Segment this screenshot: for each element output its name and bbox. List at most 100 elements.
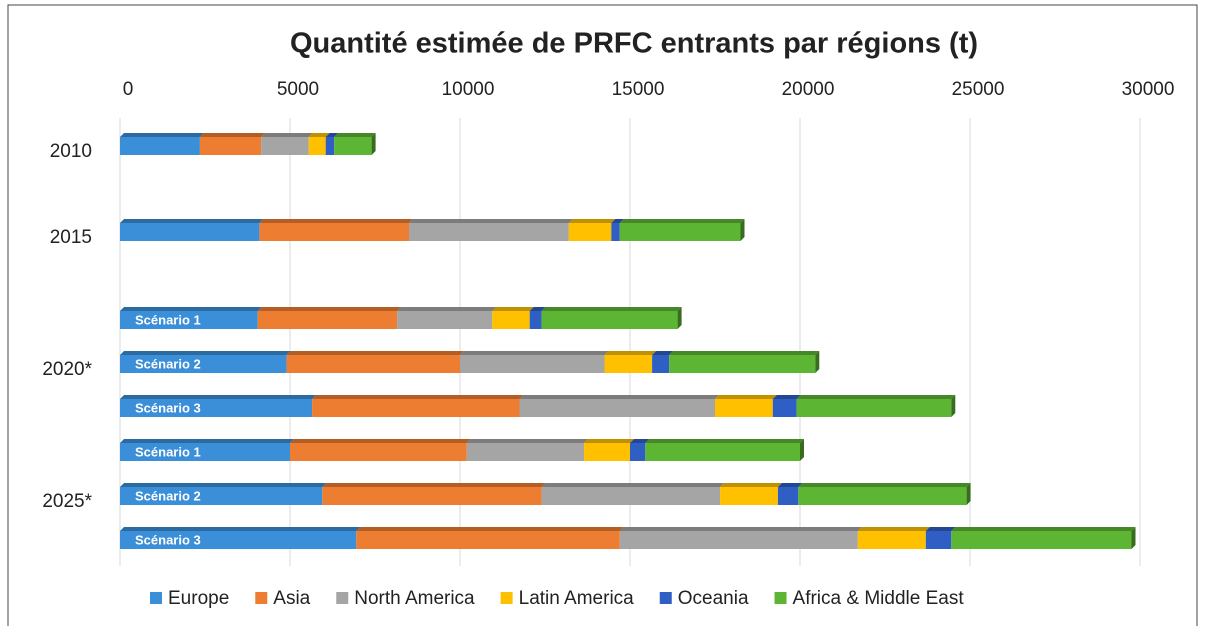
bar-face	[120, 137, 200, 155]
bar-top	[120, 439, 294, 443]
bar-face	[541, 311, 678, 329]
bar-label: Scénario 2	[135, 488, 201, 503]
bar-face	[645, 443, 800, 461]
bar-top	[308, 133, 330, 137]
bar-segment	[798, 483, 971, 505]
bar-face	[798, 487, 967, 505]
bar-top	[857, 527, 930, 531]
legend-swatch	[774, 592, 787, 604]
bar-top	[286, 351, 464, 355]
bar-segment	[356, 527, 624, 549]
chart-title: Quantité estimée de PRFC entrants par ré…	[290, 28, 978, 60]
bar-top	[584, 439, 634, 443]
bar-top	[652, 351, 674, 355]
bar-top	[259, 219, 413, 223]
legend-label: Asia	[273, 588, 310, 609]
bar-face	[397, 311, 493, 329]
bar-top	[529, 307, 546, 311]
bar-top	[120, 395, 317, 399]
bar-top	[120, 527, 361, 531]
bar-face	[611, 223, 620, 241]
bar-top	[334, 133, 376, 137]
legend-label: North America	[354, 588, 475, 609]
bar-segment	[857, 527, 930, 549]
group-label: 2020*	[42, 359, 92, 380]
group-label: 2015	[50, 227, 92, 248]
legend-label: Europe	[168, 588, 229, 609]
bar-face	[286, 355, 460, 373]
bar-top	[604, 351, 657, 355]
bar-top	[925, 527, 956, 531]
x-tick-label: 5000	[277, 79, 319, 100]
bar-face	[259, 223, 409, 241]
bar-segment	[541, 307, 682, 329]
bar-segment	[619, 219, 745, 241]
bar-segment	[492, 307, 534, 329]
bar-face	[322, 487, 542, 505]
bar-top	[519, 395, 719, 399]
bar-top	[645, 439, 804, 443]
bar-top	[715, 395, 777, 399]
bar-face	[120, 311, 258, 329]
bar-face	[120, 399, 313, 417]
legend-label: Africa & Middle East	[793, 588, 965, 609]
legend-swatch	[500, 592, 513, 604]
bar-face	[630, 443, 646, 461]
bar-segment	[120, 133, 204, 155]
bar-side	[677, 307, 682, 329]
bar-face	[199, 137, 262, 155]
bar-face	[777, 487, 799, 505]
bar-segment	[286, 351, 464, 373]
bar-side	[800, 439, 804, 461]
bar-segment	[322, 483, 546, 505]
bar-segment	[619, 527, 862, 549]
bar-top	[397, 307, 497, 311]
bar-face	[652, 355, 670, 373]
bar-segment	[584, 439, 634, 461]
bar-label: Scénario 2	[135, 356, 201, 371]
bar-segment	[720, 483, 782, 505]
bar-segment	[334, 133, 376, 155]
x-tick-label: 30000	[1122, 79, 1175, 100]
bar-segment	[669, 351, 820, 373]
bar-top	[777, 483, 803, 487]
x-tick-label: 20000	[782, 79, 835, 100]
bar-face	[492, 311, 530, 329]
bar-segment	[120, 219, 264, 241]
x-tick-label: 25000	[952, 79, 1005, 100]
bar-segment	[290, 439, 471, 461]
bar-top	[619, 219, 745, 223]
bar-segment	[199, 133, 266, 155]
bar-segment	[541, 483, 725, 505]
bar-face	[460, 355, 605, 373]
bar-top	[409, 219, 573, 223]
bar-segment	[796, 395, 956, 417]
bar-face	[356, 531, 620, 549]
bar-top	[541, 307, 682, 311]
bar-segment	[925, 527, 956, 549]
bar-segment	[604, 351, 657, 373]
bar-segment	[529, 307, 546, 329]
bar-side	[951, 395, 956, 417]
bar-face	[120, 531, 357, 549]
bar-top	[120, 219, 264, 223]
legend-swatch	[150, 592, 162, 604]
bar-segment	[257, 307, 402, 329]
group-label: 2010	[50, 141, 92, 162]
bar-label: Scénario 3	[135, 532, 201, 547]
bar-segment	[652, 351, 674, 373]
bar-segment	[120, 439, 294, 461]
legend-swatch	[255, 592, 268, 604]
bar-face	[669, 355, 816, 373]
bar-segment	[120, 483, 327, 505]
legend-swatch	[659, 592, 672, 604]
bar-face	[261, 137, 309, 155]
bar-segment	[397, 307, 497, 329]
legend-label: Latin America	[519, 588, 635, 609]
bar-segment	[519, 395, 719, 417]
bar-face	[619, 531, 858, 549]
bar-label: Scénario 1	[135, 444, 201, 459]
bar-face	[568, 223, 612, 241]
bar-segment	[460, 351, 609, 373]
bar-segment	[120, 307, 262, 329]
